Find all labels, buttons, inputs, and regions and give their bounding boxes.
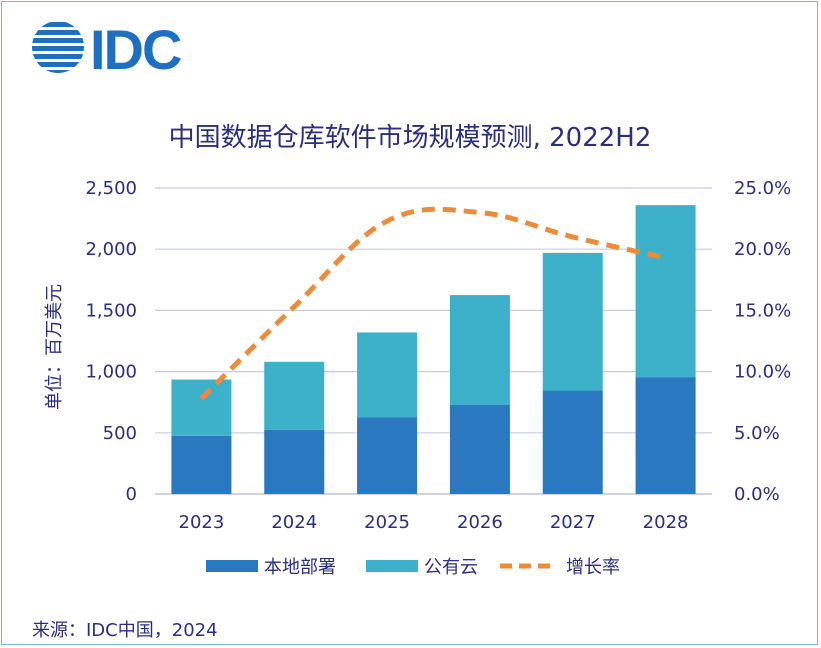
chart-title: 中国数据仓库软件市场规模预测, 2022H2: [169, 123, 652, 153]
globe-icon: [32, 22, 84, 73]
bar-onprem: [449, 404, 510, 494]
x-tick-label: 2025: [364, 512, 410, 533]
gridlines: [155, 187, 712, 495]
y2-tick-label: 15.0%: [734, 300, 791, 321]
legend: 本地部署 公有云 增长率: [206, 557, 620, 578]
x-tick-label: 2023: [179, 512, 225, 533]
y-tick-label: 1,500: [85, 300, 137, 321]
y-axis-label: 单位：百万美元: [44, 284, 65, 410]
y-tick-label: 2,500: [85, 178, 137, 199]
source-note: 来源：IDC中国，2024: [32, 620, 218, 641]
idc-logo: IDC: [32, 18, 183, 76]
bar-cloud: [264, 361, 325, 430]
y2-tick-label: 5.0%: [734, 423, 780, 444]
bars: [171, 205, 696, 494]
legend-swatch-onprem: [206, 560, 258, 572]
legend-label-growth: 增长率: [566, 557, 620, 578]
y-tick-label: 500: [103, 423, 137, 444]
y2-tick-label: 25.0%: [734, 178, 791, 199]
y-axis-ticks: 0 500 1,000 1,500 2,000 2,500: [85, 178, 137, 505]
x-tick-label: 2024: [271, 512, 317, 533]
logo-text: IDC: [90, 18, 181, 76]
y-tick-label: 0: [126, 484, 137, 505]
growth-rate-line: [199, 206, 667, 401]
x-axis: 2023 2024 2025 2026 2027 2028: [179, 512, 689, 533]
x-tick-label: 2028: [643, 512, 689, 533]
legend-label-cloud: 公有云: [424, 557, 478, 578]
y2-axis-ticks: 0.0% 5.0% 10.0% 15.0% 20.0% 25.0%: [734, 178, 791, 505]
y2-tick-label: 10.0%: [734, 362, 791, 383]
bar-onprem: [542, 390, 603, 494]
y2-tick-label: 20.0%: [734, 239, 791, 260]
bar-cloud: [635, 205, 696, 378]
bar-onprem: [357, 417, 418, 494]
legend-label-onprem: 本地部署: [264, 557, 336, 578]
bar-onprem: [171, 435, 232, 494]
legend-swatch-cloud: [366, 560, 418, 572]
bar-cloud: [449, 295, 510, 405]
y-tick-label: 1,000: [85, 362, 137, 383]
y2-tick-label: 0.0%: [734, 484, 780, 505]
bar-cloud: [542, 252, 603, 391]
bar-onprem: [635, 377, 696, 494]
x-tick-label: 2026: [457, 512, 503, 533]
growth-line-layer: [199, 206, 667, 401]
bar-cloud: [357, 332, 418, 418]
x-tick-label: 2027: [550, 512, 596, 533]
bar-cloud: [171, 379, 232, 436]
bar-onprem: [264, 429, 325, 494]
y-tick-label: 2,000: [85, 239, 137, 260]
